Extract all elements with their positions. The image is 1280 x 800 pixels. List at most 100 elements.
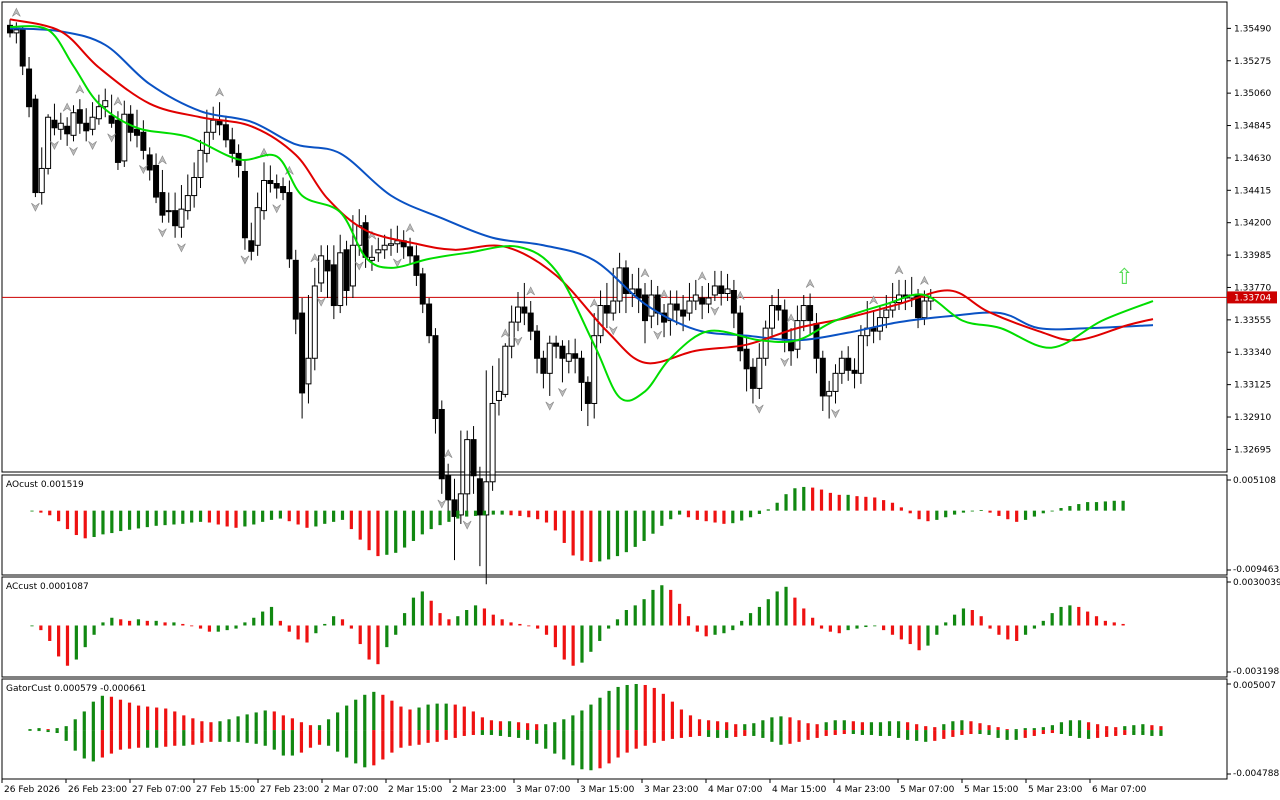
candle[interactable]	[349, 215, 356, 299]
candle[interactable]	[883, 294, 890, 329]
candle[interactable]	[343, 240, 350, 306]
candle[interactable]	[515, 291, 521, 332]
candle[interactable]	[819, 350, 826, 411]
candle[interactable]	[299, 298, 306, 419]
candle[interactable]	[114, 111, 121, 170]
candle[interactable]	[311, 267, 318, 371]
candle[interactable]	[800, 294, 807, 332]
candle[interactable]	[699, 285, 706, 320]
candle[interactable]	[642, 282, 648, 344]
candle[interactable]	[121, 100, 128, 167]
candle[interactable]	[419, 267, 426, 314]
candle[interactable]	[280, 177, 287, 201]
candle[interactable]	[368, 245, 375, 271]
candle[interactable]	[756, 343, 763, 399]
candle[interactable]	[178, 185, 185, 238]
candle[interactable]	[51, 103, 58, 136]
candle[interactable]	[540, 350, 547, 389]
candle[interactable]	[438, 400, 445, 494]
candle[interactable]	[718, 270, 725, 306]
candle[interactable]	[184, 174, 191, 220]
candle[interactable]	[172, 192, 179, 238]
candle[interactable]	[45, 114, 52, 175]
candle[interactable]	[826, 380, 833, 419]
candle[interactable]	[851, 358, 858, 389]
candle[interactable]	[32, 94, 39, 198]
candle[interactable]	[165, 192, 172, 223]
candle[interactable]	[769, 294, 775, 336]
candle[interactable]	[451, 478, 458, 561]
candle[interactable]	[108, 94, 115, 128]
candle[interactable]	[845, 346, 852, 381]
candle[interactable]	[426, 298, 433, 344]
candle[interactable]	[794, 305, 801, 359]
candle[interactable]	[38, 147, 45, 205]
candle[interactable]	[857, 325, 864, 384]
candle[interactable]	[330, 245, 337, 320]
candle[interactable]	[603, 282, 610, 329]
candle[interactable]	[534, 325, 541, 374]
candle[interactable]	[807, 293, 814, 336]
candle[interactable]	[89, 102, 96, 136]
candle[interactable]	[413, 245, 420, 286]
candle[interactable]	[381, 234, 388, 259]
candle[interactable]	[578, 350, 585, 411]
candle[interactable]	[559, 340, 566, 383]
candle[interactable]	[83, 108, 90, 142]
candle[interactable]	[191, 162, 198, 208]
candle[interactable]	[388, 228, 394, 256]
candle[interactable]	[692, 279, 699, 311]
candle[interactable]	[495, 358, 502, 416]
candle[interactable]	[197, 139, 204, 189]
candle[interactable]	[464, 430, 471, 515]
candle[interactable]	[324, 245, 331, 299]
candle[interactable]	[737, 305, 744, 362]
candle[interactable]	[19, 26, 26, 76]
candle[interactable]	[832, 364, 839, 404]
candle[interactable]	[375, 237, 382, 262]
candle[interactable]	[159, 169, 166, 223]
candle[interactable]	[318, 245, 325, 292]
candle[interactable]	[140, 120, 147, 160]
candle[interactable]	[584, 376, 591, 427]
ao-indicator-pane[interactable]	[1, 474, 1231, 576]
candle[interactable]	[546, 335, 553, 396]
candle[interactable]	[705, 282, 712, 314]
candle[interactable]	[241, 159, 248, 250]
candle[interactable]	[337, 234, 344, 314]
candle[interactable]	[775, 288, 782, 321]
candle[interactable]	[565, 340, 572, 374]
candle[interactable]	[248, 222, 255, 261]
candle[interactable]	[762, 320, 769, 366]
candle[interactable]	[273, 174, 280, 199]
candle[interactable]	[730, 279, 737, 329]
candle[interactable]	[749, 358, 756, 404]
candle[interactable]	[261, 162, 267, 220]
candle[interactable]	[267, 165, 274, 193]
candle[interactable]	[591, 313, 598, 419]
candle[interactable]	[838, 350, 845, 384]
candle[interactable]	[527, 301, 534, 341]
candle[interactable]	[489, 365, 496, 491]
candle[interactable]	[711, 270, 718, 302]
candle[interactable]	[292, 249, 299, 335]
candle[interactable]	[432, 328, 439, 434]
candle[interactable]	[476, 466, 483, 567]
candle[interactable]	[667, 290, 674, 336]
candle[interactable]	[483, 370, 490, 585]
candle[interactable]	[686, 282, 693, 321]
candle[interactable]	[445, 463, 452, 515]
candle[interactable]	[508, 305, 515, 359]
candle[interactable]	[286, 180, 293, 268]
candle[interactable]	[673, 290, 680, 326]
candle[interactable]	[95, 94, 102, 125]
candle[interactable]	[553, 335, 560, 359]
candle[interactable]	[146, 147, 153, 181]
candle[interactable]	[70, 105, 77, 142]
main-price-pane[interactable]: 1.35490 1.35275 1.35060 1.34845 1.34630 1.344…	[1, 1, 1277, 585]
candle[interactable]	[153, 153, 160, 204]
candle[interactable]	[102, 88, 109, 118]
candle[interactable]	[724, 273, 731, 302]
candle[interactable]	[64, 117, 71, 146]
